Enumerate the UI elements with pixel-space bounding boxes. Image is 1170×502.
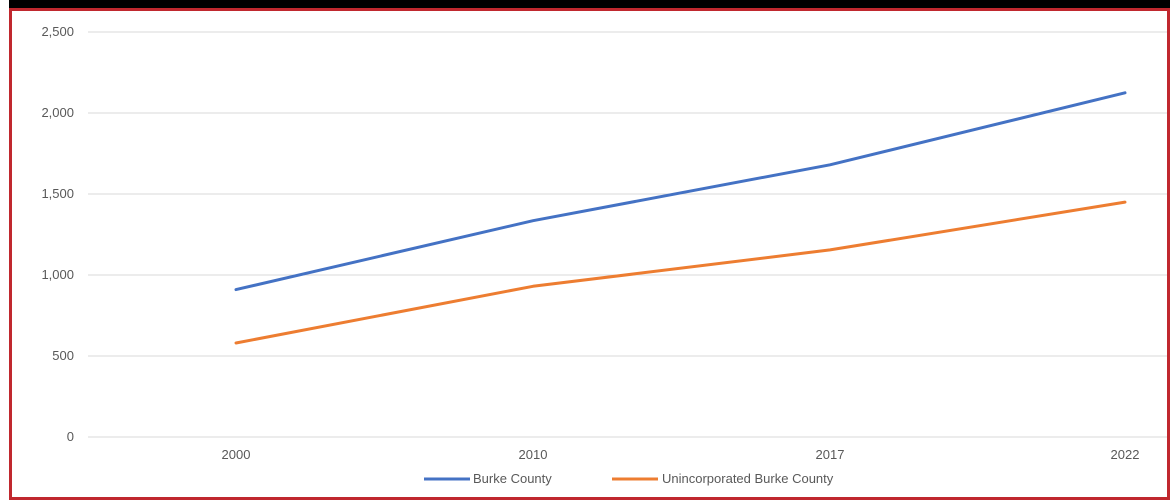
y-tick-label: 2,000: [41, 105, 74, 120]
window-top-bar: [0, 0, 1170, 10]
series-line-1: [234, 200, 1127, 345]
legend: Burke County Unincorporated Burke County: [424, 471, 834, 486]
x-tick-label: 2022: [1111, 447, 1140, 462]
legend-label: Burke County: [473, 471, 552, 486]
x-tick-label: 2017: [816, 447, 845, 462]
line-chart: 0 500 1,000 1,500 2,000 2,500 2000 2010 2017 202…: [41, 24, 1167, 486]
x-tick-label: 2010: [519, 447, 548, 462]
y-tick-label: 1,000: [41, 267, 74, 282]
series-lines: [234, 91, 1127, 345]
left-margin: [0, 0, 9, 500]
gridlines: [88, 31, 1167, 438]
y-tick-label: 2,500: [41, 24, 74, 39]
series-line-0: [234, 91, 1127, 292]
y-axis-tick-labels: 0 500 1,000 1,500 2,000 2,500: [41, 24, 74, 444]
x-tick-label: 2000: [222, 447, 251, 462]
y-tick-label: 0: [67, 429, 74, 444]
y-tick-label: 1,500: [41, 186, 74, 201]
x-axis-tick-labels: 2000 2010 2017 2022: [222, 447, 1140, 462]
chart-frame: 0 500 1,000 1,500 2,000 2,500 2000 2010 2017 202…: [9, 8, 1170, 500]
legend-label: Unincorporated Burke County: [662, 471, 834, 486]
y-tick-label: 500: [52, 348, 74, 363]
